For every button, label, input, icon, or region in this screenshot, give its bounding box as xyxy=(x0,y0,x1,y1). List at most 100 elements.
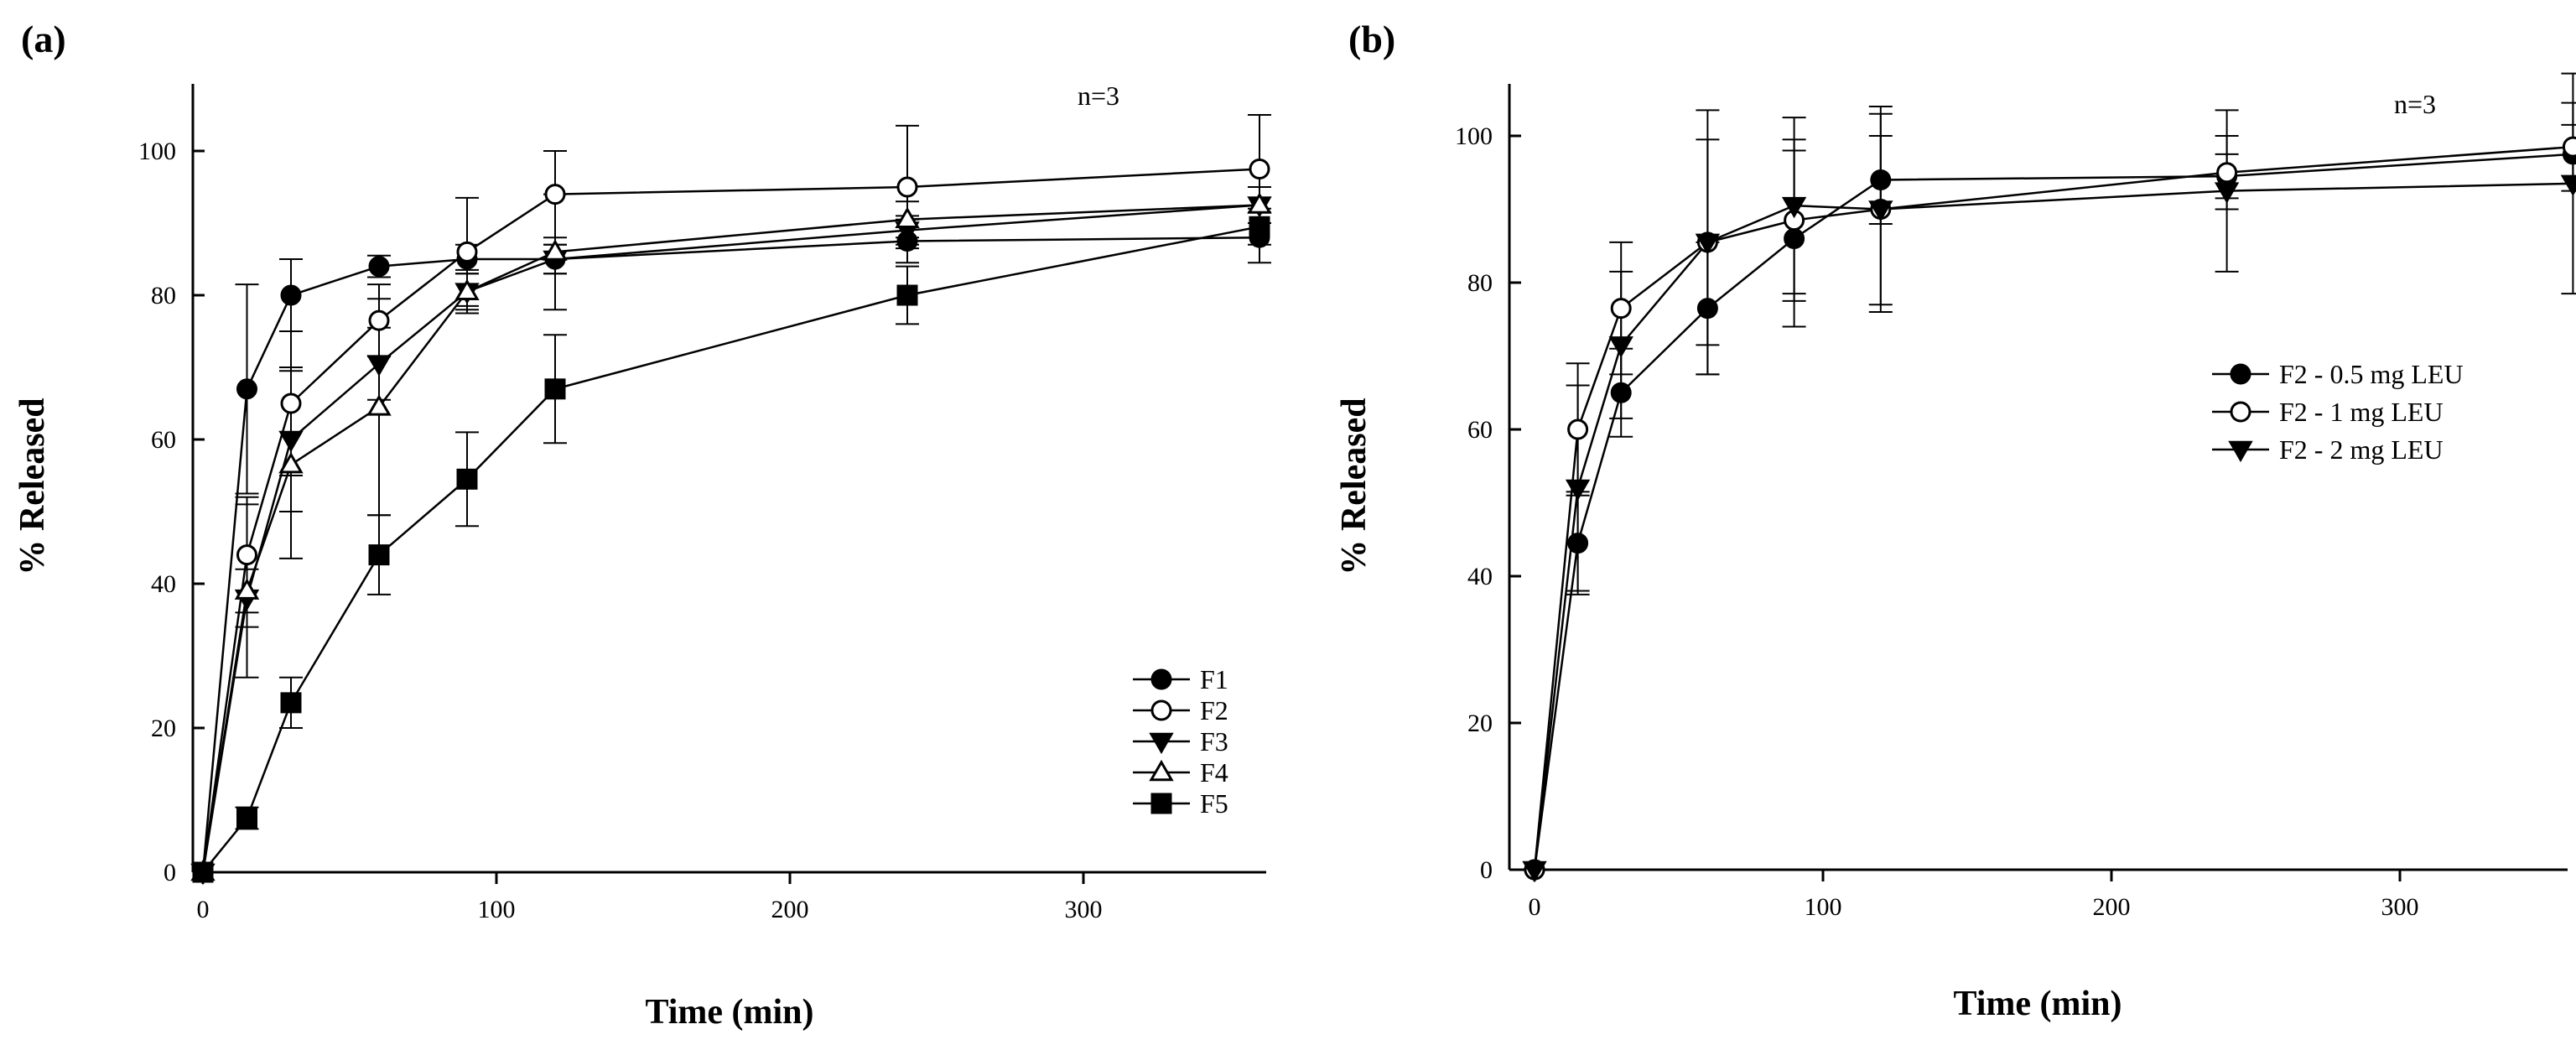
y-tick-label: 20 xyxy=(1467,710,1493,737)
data-point xyxy=(2560,174,2576,196)
series-line xyxy=(1533,145,2573,871)
data-point xyxy=(1249,216,1270,237)
panel-a-error-bars xyxy=(235,114,1271,830)
data-point xyxy=(1781,196,1807,219)
panel-a-n-note: n=3 xyxy=(1078,81,1119,111)
data-point xyxy=(2562,136,2576,158)
x-tick-label: 100 xyxy=(478,896,516,923)
data-point xyxy=(366,355,392,377)
x-tick-label: 200 xyxy=(771,896,809,923)
panel-a-x-axis-title: Time (min) xyxy=(645,993,813,1032)
y-tick-label: 80 xyxy=(1467,269,1493,297)
data-point xyxy=(1249,159,1270,179)
panel-b-x-axis-title: Time (min) xyxy=(1953,985,2122,1023)
legend-marker xyxy=(2228,440,2253,463)
data-point xyxy=(1870,169,1892,190)
panel-b-markers xyxy=(1522,136,2576,883)
series-line xyxy=(201,204,1260,873)
legend-label: F2 - 2 mg LEU xyxy=(2279,434,2444,465)
data-point xyxy=(1608,336,1633,358)
panel-b-y-axis-title: % Released xyxy=(1335,398,1374,574)
x-tick-label: 100 xyxy=(1805,893,1842,921)
data-point xyxy=(1868,200,1893,222)
data-point xyxy=(2214,182,2240,204)
data-point xyxy=(280,393,302,414)
x-tick-label: 300 xyxy=(2381,893,2419,921)
series-line xyxy=(1533,182,2573,871)
legend-marker xyxy=(2230,363,2251,385)
panel-a-markers xyxy=(190,159,1272,886)
data-point xyxy=(236,378,257,400)
legend-marker xyxy=(1150,793,1172,814)
data-point xyxy=(454,278,480,300)
data-point xyxy=(544,184,566,205)
series-line xyxy=(1533,153,2573,871)
series-line xyxy=(201,204,1260,873)
data-point xyxy=(236,808,257,829)
panel-a-y-axis-title: % Released xyxy=(13,398,52,574)
y-tick-label: 0 xyxy=(1480,856,1493,884)
y-tick-label: 40 xyxy=(151,570,176,598)
data-point xyxy=(280,284,302,306)
panel-b-lines xyxy=(1533,145,2573,871)
data-point xyxy=(278,452,304,474)
data-point xyxy=(278,430,304,453)
legend-label: F3 xyxy=(1200,726,1228,756)
data-point xyxy=(1610,382,1632,403)
legend-marker xyxy=(1150,668,1172,690)
series-line xyxy=(202,226,1260,873)
panel-a-lines xyxy=(201,168,1260,873)
data-point xyxy=(896,284,918,306)
legend-label: F2 - 1 mg LEU xyxy=(2279,397,2444,427)
data-point xyxy=(1610,298,1632,320)
x-tick-label: 200 xyxy=(2093,893,2131,921)
data-point xyxy=(456,241,478,263)
legend-marker xyxy=(2230,401,2251,423)
series-line xyxy=(201,236,1260,873)
data-point xyxy=(368,256,390,278)
panel-a-label: (a) xyxy=(21,18,66,60)
data-point xyxy=(1695,233,1721,255)
legend-marker xyxy=(1150,699,1172,721)
x-tick-label: 0 xyxy=(197,896,210,923)
data-point xyxy=(1784,228,1805,249)
legend-label: F4 xyxy=(1200,757,1228,788)
panel-b-ticks: 0 20 40 60 80 100 0 100 200 300 xyxy=(1455,122,2419,921)
data-point xyxy=(543,239,568,261)
y-tick-label: 40 xyxy=(1467,563,1493,590)
data-point xyxy=(1522,860,1547,883)
legend-label: F2 - 0.5 mg LEU xyxy=(2279,359,2464,389)
y-tick-label: 100 xyxy=(1455,122,1493,150)
data-point xyxy=(192,861,214,883)
data-point xyxy=(368,544,390,566)
y-tick-label: 80 xyxy=(151,282,176,309)
y-tick-label: 100 xyxy=(138,138,176,165)
panel-a: (a) 0 20 40 60 80 100 0 100 200 300 n=3 Time (min… xyxy=(13,18,1272,1032)
legend-label: F5 xyxy=(1200,788,1228,819)
legend-label: F2 xyxy=(1200,695,1228,725)
data-point xyxy=(1567,533,1589,554)
panel-b-error-bars xyxy=(1566,72,2576,595)
y-tick-label: 20 xyxy=(151,715,176,742)
data-point xyxy=(234,578,260,600)
data-point xyxy=(1696,298,1718,320)
legend-label: F1 xyxy=(1200,664,1228,694)
data-point xyxy=(280,692,302,714)
panel-b-n-note: n=3 xyxy=(2394,89,2436,119)
data-point xyxy=(1565,479,1591,502)
data-point xyxy=(895,206,920,228)
y-tick-label: 60 xyxy=(151,426,176,454)
y-tick-label: 60 xyxy=(1467,416,1493,444)
x-tick-label: 300 xyxy=(1065,896,1103,923)
data-point xyxy=(1567,419,1589,440)
series-line xyxy=(201,168,1260,873)
data-point xyxy=(368,309,390,331)
data-point xyxy=(896,176,918,198)
data-point xyxy=(1247,192,1272,214)
panel-a-ticks: 0 20 40 60 80 100 0 100 200 300 xyxy=(138,138,1103,923)
data-point xyxy=(544,378,566,400)
panel-b-label: (b) xyxy=(1348,18,1395,60)
panel-b-legend: F2 - 0.5 mg LEU F2 - 1 mg LEU F2 - 2 mg LE… xyxy=(2212,359,2464,465)
